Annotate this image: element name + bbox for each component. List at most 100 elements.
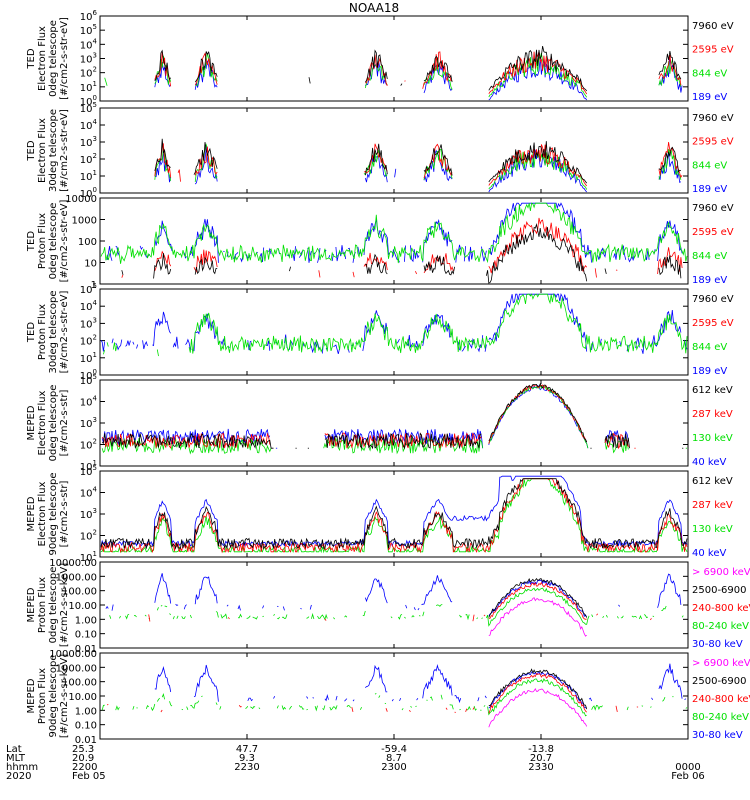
series-line — [308, 77, 311, 84]
series-line — [220, 613, 228, 620]
y-tick-label: 1000.00 — [56, 572, 97, 583]
series-line — [488, 46, 588, 92]
series-line — [101, 704, 105, 711]
legend-entry: 7960 eV — [692, 113, 734, 124]
series-line — [641, 340, 645, 354]
y-tick-label: 102 — [80, 66, 97, 80]
legend-entry: 844 eV — [692, 251, 727, 262]
series-40-kev — [101, 385, 629, 449]
series-line — [396, 338, 400, 344]
series-line — [314, 705, 318, 712]
series-line — [472, 614, 475, 622]
series-line — [604, 268, 607, 274]
y-label-line: Electron Flux — [37, 26, 48, 91]
series-line — [154, 138, 171, 172]
series-line — [188, 293, 688, 354]
series-line — [177, 169, 181, 182]
series-line — [408, 709, 411, 712]
series-line — [333, 617, 336, 620]
series-line — [483, 705, 486, 707]
y-tick-label: 104 — [80, 118, 98, 132]
series-line — [465, 708, 468, 712]
y-tick-label: 106 — [80, 9, 98, 23]
series-line — [362, 610, 366, 617]
y-tick-label: 1 — [91, 280, 97, 291]
series-line — [176, 615, 179, 619]
series-line — [476, 617, 479, 620]
series-line — [488, 51, 588, 95]
y-label-line: MEPED — [26, 587, 37, 622]
legend-entry: 844 eV — [692, 160, 727, 171]
y-label-line: 30deg telescope — [48, 290, 59, 373]
legend-entry: 240-800 keV — [692, 694, 750, 705]
panel-5: 101 102 103 104 105 MEPED Electron Flux 0deg te… — [26, 373, 733, 473]
series-line — [160, 605, 163, 607]
series-line — [312, 697, 315, 699]
series-line — [626, 706, 629, 711]
legend-entry: 80-240 keV — [692, 712, 749, 723]
y-axis-label: TED Proton Flux 0deg telescope [#/cm2-s-str… — [26, 200, 70, 283]
y-tick-label: 1000.00 — [56, 663, 97, 674]
y-tick-label: 105 — [80, 282, 97, 296]
series-line — [335, 245, 347, 262]
panel-6: 101 102 103 104 105 MEPED Electron Flux 90deg t… — [26, 464, 733, 564]
panel-frame — [99, 288, 689, 376]
series-line — [306, 616, 310, 619]
series-line — [411, 614, 415, 618]
series-line — [268, 247, 272, 255]
chart-title: NOAA18 — [349, 1, 399, 15]
series-line — [277, 616, 280, 620]
panel-frame — [99, 652, 689, 740]
x-tick-label: -13.8 — [528, 744, 554, 755]
legend-entry: 189 eV — [692, 275, 727, 286]
y-label-line: [#/cm2-s-str] — [59, 480, 70, 547]
y-label-line: TED — [26, 140, 37, 161]
y-tick-label: 101 — [80, 550, 97, 564]
series-line — [588, 697, 592, 702]
series-line — [262, 615, 264, 618]
series-line — [139, 245, 143, 250]
y-tick-label: 10.00 — [68, 692, 97, 703]
series-line — [194, 60, 218, 90]
y-label-line: Proton Flux — [37, 304, 48, 360]
series-line — [613, 249, 618, 260]
series-line — [488, 581, 587, 620]
x-tick-label: 2230 — [234, 762, 259, 773]
series-line — [125, 340, 131, 347]
series-40-kev — [100, 475, 688, 548]
x-tick-label: Feb 06 — [671, 771, 705, 782]
series-line — [169, 701, 173, 707]
series-line — [649, 618, 652, 621]
series-line — [101, 432, 271, 449]
series-line — [605, 614, 608, 618]
series-line — [488, 382, 588, 443]
series-line — [652, 615, 655, 618]
series-line — [351, 707, 354, 712]
series-line — [344, 615, 348, 618]
series-line — [658, 255, 682, 279]
series-line — [318, 270, 321, 278]
series-line — [181, 708, 184, 711]
y-tick-label: 104 — [80, 37, 98, 51]
series-line — [183, 252, 187, 259]
series-line — [638, 615, 643, 620]
legend-entry: > 6900 keV — [692, 567, 750, 578]
series-line — [658, 152, 682, 184]
y-label-line: MEPED — [26, 405, 37, 440]
x-tick-label: Feb 05 — [72, 771, 106, 782]
y-label-line: TED — [26, 231, 37, 252]
series-line — [363, 143, 388, 174]
y-tick-label: 102 — [80, 529, 97, 543]
series-line — [422, 664, 453, 699]
series-line — [194, 51, 218, 83]
series-line — [465, 613, 470, 621]
legend-entry: 40 keV — [692, 457, 726, 468]
series-line — [193, 664, 219, 702]
series-line — [662, 696, 666, 702]
series-line — [181, 616, 186, 620]
y-tick-label: 102 — [80, 152, 97, 166]
y-tick-label: 105 — [80, 464, 97, 478]
